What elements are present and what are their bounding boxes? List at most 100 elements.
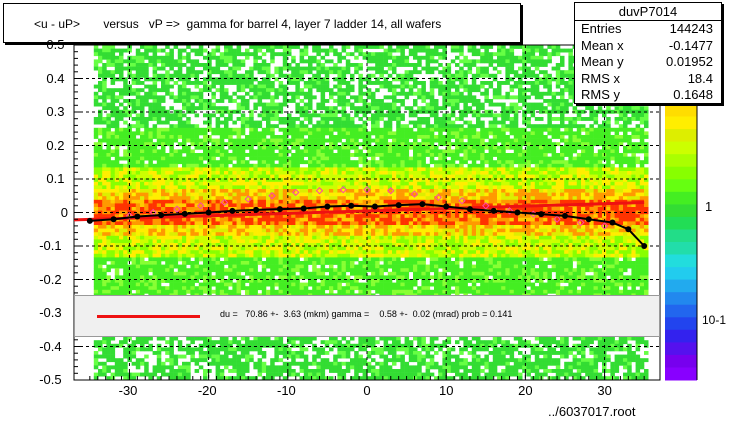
palette-cell <box>665 267 697 281</box>
marker-point <box>482 202 490 210</box>
x-tick-label: -20 <box>197 383 217 398</box>
stats-key: Mean x <box>581 37 624 53</box>
stats-value: 0.01952 <box>666 54 713 69</box>
y-tick-label: -0.2 <box>39 271 62 287</box>
x-tick-label: 20 <box>518 383 533 398</box>
profile-point <box>538 211 545 218</box>
y-tick-label: -0.3 <box>39 305 62 320</box>
palette-cell <box>665 179 697 193</box>
palette-cell <box>665 367 697 381</box>
palette-cell <box>665 204 697 218</box>
palette-cell <box>665 129 697 143</box>
marker-point <box>339 186 347 194</box>
palette-cell <box>665 229 697 243</box>
x-axis-ticks <box>89 372 645 380</box>
stats-row-mean-x: Mean x -0.1477 <box>575 38 721 55</box>
fit-line <box>73 200 645 222</box>
x-tick-label: 10 <box>438 383 454 398</box>
marker-point <box>173 205 181 213</box>
y-tick-label: 0.1 <box>46 171 65 186</box>
file-label: ../6037017.root <box>548 404 636 419</box>
marker-point <box>244 195 252 203</box>
marker-point <box>268 192 276 200</box>
stats-key: RMS x <box>581 70 620 86</box>
stats-value: 0.1648 <box>673 87 713 102</box>
y-tick-label: 0.4 <box>46 70 65 86</box>
title-box: <u - uP> versus vP => gamma for barrel 4… <box>3 3 521 43</box>
profile-point <box>625 226 632 233</box>
marker-point <box>553 215 561 223</box>
palette-cell <box>665 104 697 117</box>
z-tick-label: 1 <box>705 199 713 214</box>
marker-point <box>505 207 514 215</box>
profile-point <box>443 203 450 210</box>
marker-point <box>292 188 300 197</box>
stats-value: 144243 <box>669 21 713 36</box>
profile-point <box>134 213 141 220</box>
marker-point <box>220 198 229 207</box>
palette-cell <box>665 116 697 130</box>
profile-point <box>466 206 473 213</box>
profile-point <box>371 203 378 210</box>
x-tick-label: -10 <box>277 383 296 398</box>
palette-cell <box>665 292 697 306</box>
profile-point <box>348 202 355 209</box>
palette-cell <box>665 317 697 331</box>
palette-cell <box>665 141 697 155</box>
stats-value: 18.4 <box>687 70 713 86</box>
y-tick-label: -0.1 <box>39 238 62 253</box>
y-tick-label: 0.2 <box>46 137 65 153</box>
fit-legend: du = 70.86 +- 3.63 (mkm) gamma = 0.58 +-… <box>74 295 660 337</box>
profile-point <box>395 202 402 209</box>
profile-point <box>514 209 521 216</box>
profile-point <box>158 212 165 219</box>
profile-point <box>276 206 283 213</box>
x-tick-label: -30 <box>118 383 138 398</box>
profile-point <box>609 219 616 226</box>
profile-point <box>324 203 331 210</box>
palette-cell <box>665 304 697 318</box>
profile-point <box>253 206 260 213</box>
fit-result-text: du = 70.86 +- 3.63 (mkm) gamma = 0.58 +-… <box>220 309 513 319</box>
marker-point <box>387 187 395 195</box>
palette-cell <box>665 154 697 168</box>
profile-point <box>205 209 212 216</box>
fit-legend-line <box>97 315 200 318</box>
color-palette <box>665 104 698 381</box>
marker-point <box>410 190 419 198</box>
stats-row-entries: Entries 144243 <box>575 21 721 38</box>
stats-key: RMS y <box>581 87 620 102</box>
stats-row-rms-y: RMS y 0.1648 <box>575 87 721 104</box>
palette-cell <box>665 342 697 356</box>
profile-series <box>86 201 648 249</box>
profile-point <box>110 216 117 223</box>
stats-key: Entries <box>581 21 622 36</box>
palette-cell <box>665 354 697 368</box>
marker-point <box>196 202 205 210</box>
stats-value: -0.1477 <box>668 37 713 53</box>
stats-row-rms-x: RMS x 18.4 <box>575 71 721 88</box>
x-tick-label: 30 <box>597 383 612 398</box>
profile-point <box>561 212 568 219</box>
profile-point <box>181 210 188 217</box>
marker-point <box>125 212 134 220</box>
chart-title: <u - uP> versus vP => gamma for barrel 4… <box>34 17 442 31</box>
palette-cell <box>665 279 697 293</box>
marker-point <box>363 186 371 194</box>
marker-point <box>600 222 609 230</box>
palette-cell <box>665 254 697 268</box>
stats-key: Mean y <box>581 54 624 69</box>
fit-line-segment <box>73 200 645 222</box>
x-tick-label: 0 <box>363 383 371 398</box>
profile-point <box>300 205 307 212</box>
stats-row-mean-y: Mean y 0.01952 <box>575 54 721 71</box>
y-tick-label: 0 <box>60 204 69 220</box>
marker-series <box>125 186 609 230</box>
y-tick-label: 0.3 <box>46 104 65 119</box>
profile-point <box>229 207 236 214</box>
profile-point <box>419 201 426 208</box>
profile-point <box>490 207 497 214</box>
palette-cell <box>665 329 697 343</box>
marker-point <box>458 197 466 205</box>
z-tick-label: 10-1 <box>702 313 727 327</box>
